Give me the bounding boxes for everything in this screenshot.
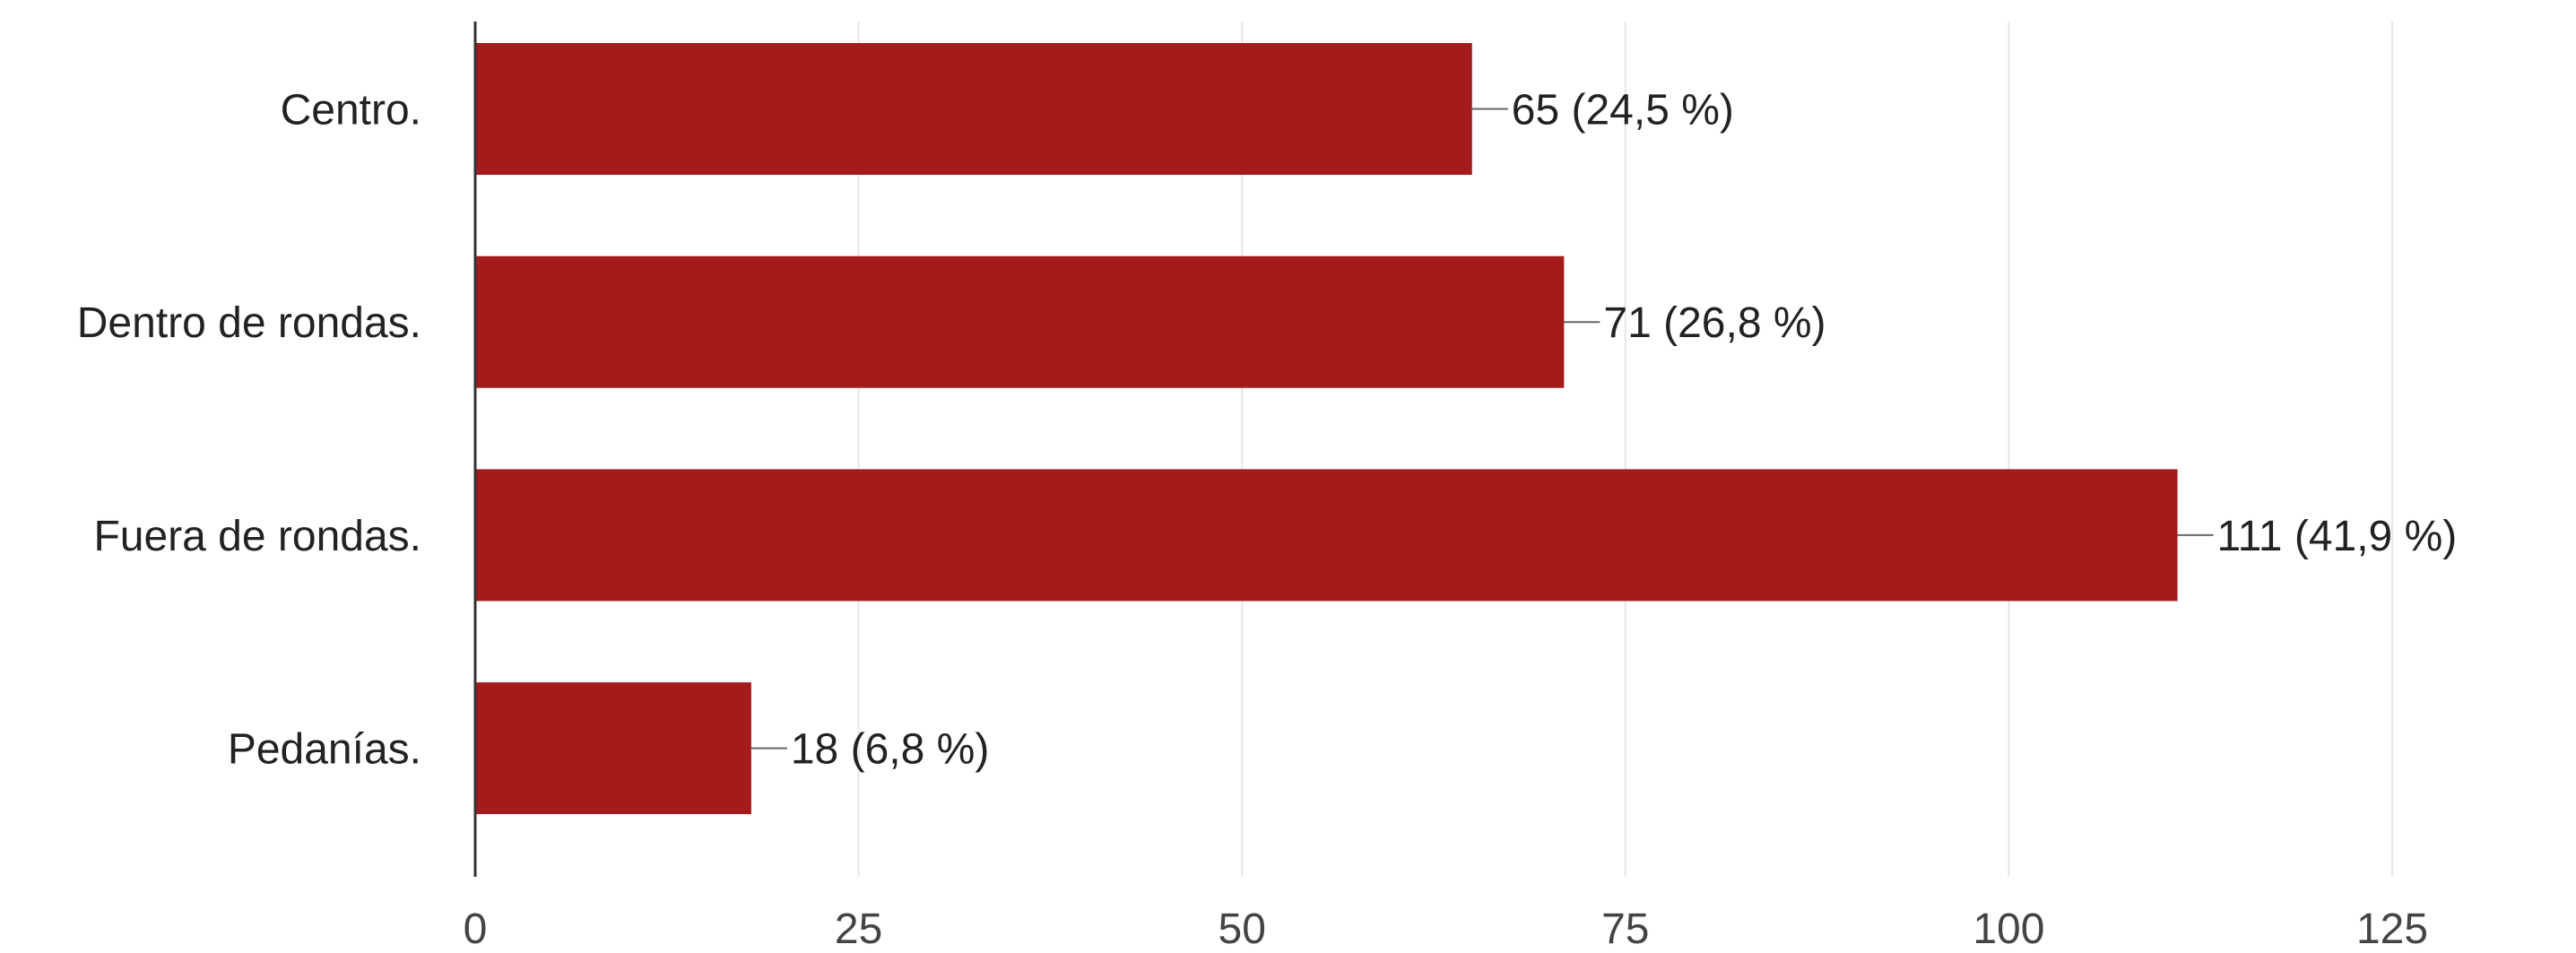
data-label-dentro-de-rondas: 71 (26,8 %) xyxy=(1603,299,1826,347)
x-tick-labels: 0 25 50 75 100 125 xyxy=(464,905,2428,953)
category-label-pedanias: Pedanías. xyxy=(228,726,421,774)
bar-dentro-de-rondas xyxy=(475,256,1565,388)
category-labels: Centro. Dentro de rondas. Fuera de rondas.… xyxy=(77,87,421,774)
x-tick-label-100: 100 xyxy=(1973,905,2044,953)
bar-centro xyxy=(475,43,1472,175)
data-label-fuera-de-rondas: 111 (41,9 %) xyxy=(2217,513,2458,560)
bar-fuera-de-rondas xyxy=(475,469,2178,602)
leader-lines xyxy=(750,108,2214,749)
x-tick-label-75: 75 xyxy=(1601,905,1649,953)
x-tick-label-125: 125 xyxy=(2356,905,2428,953)
bars xyxy=(475,43,2178,815)
x-tick-label-25: 25 xyxy=(835,905,882,953)
data-label-centro: 65 (24,5 %) xyxy=(1512,87,1734,134)
x-tick-label-0: 0 xyxy=(464,905,488,953)
data-label-pedanias: 18 (6,8 %) xyxy=(791,726,989,774)
data-labels: 65 (24,5 %) 71 (26,8 %) 111 (41,9 %) 18 (6,… xyxy=(791,87,2457,774)
category-label-centro: Centro. xyxy=(281,87,421,134)
x-tick-label-50: 50 xyxy=(1219,905,1266,953)
category-label-dentro-de-rondas: Dentro de rondas. xyxy=(77,299,421,347)
category-label-fuera-de-rondas: Fuera de rondas. xyxy=(93,513,421,560)
bar-pedanias xyxy=(475,682,751,815)
